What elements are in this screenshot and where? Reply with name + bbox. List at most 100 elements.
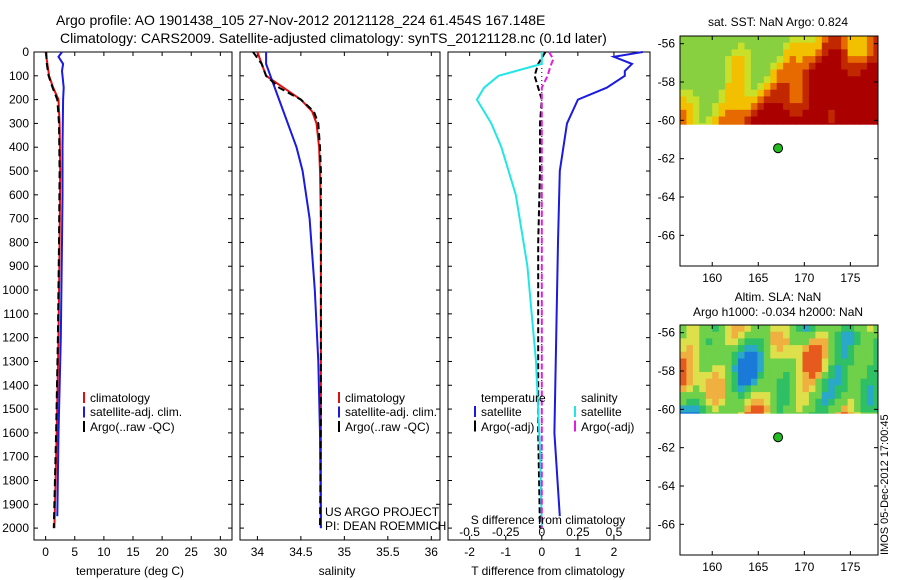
heatmap-cell — [725, 123, 732, 125]
heatmap-cell — [776, 412, 784, 414]
heatmap-cell — [731, 49, 739, 57]
heatmap-cell — [738, 49, 745, 57]
heatmap-cell — [699, 49, 707, 57]
heatmap-cell — [744, 351, 752, 359]
heatmap-cell — [718, 325, 726, 333]
heatmap-cell — [776, 331, 784, 339]
heatmap-cell — [763, 338, 771, 346]
heatmap-cell — [828, 331, 836, 339]
heatmap-cell — [692, 42, 700, 50]
heatmap-cell — [757, 378, 765, 386]
heatmap-cell — [873, 123, 879, 125]
heatmap-cell — [834, 62, 842, 70]
heatmap-cell — [834, 56, 842, 64]
heatmap-cell — [854, 116, 861, 124]
heatmap-cell — [796, 36, 803, 44]
heatmap-cell — [796, 378, 803, 386]
heatmap-cell — [680, 325, 687, 333]
heatmap-cell — [744, 123, 752, 125]
heatmap-cell — [821, 109, 829, 117]
heatmap-cell — [731, 123, 739, 125]
heatmap-cell — [841, 42, 849, 50]
diff-s-xlabel: S difference from climatology — [471, 513, 626, 527]
heatmap-cell — [821, 405, 829, 413]
heatmap-cell — [841, 103, 849, 111]
heatmap-cell — [854, 331, 861, 339]
heatmap-cell — [738, 358, 745, 366]
heatmap-cell — [854, 76, 861, 84]
heatmap-cell — [808, 331, 816, 339]
heatmap-cell — [828, 96, 836, 104]
heatmap-cell — [860, 378, 868, 386]
heatmap-cell — [815, 351, 823, 359]
heatmap-cell — [731, 331, 739, 339]
heatmap-cell — [796, 365, 803, 373]
heatmap-cell — [718, 345, 726, 353]
heatmap-cell — [866, 103, 874, 111]
heatmap-cell — [725, 69, 732, 77]
heatmap-cell — [699, 372, 707, 380]
heatmap-cell — [757, 83, 765, 91]
heatmap-cell — [744, 62, 752, 70]
heatmap-cell — [750, 116, 758, 124]
heatmap-cell — [731, 109, 739, 117]
heatmap-cell — [802, 42, 810, 50]
heatmap-cell — [802, 378, 810, 386]
heatmap-cell — [815, 83, 823, 91]
heatmap-cell — [808, 351, 816, 359]
heatmap-cell — [866, 109, 874, 117]
heatmap-cell — [873, 49, 879, 57]
heatmap-cell — [757, 49, 765, 57]
heatmap-cell — [744, 42, 752, 50]
heatmap-cell — [692, 392, 700, 400]
heatmap-cell — [834, 103, 842, 111]
heatmap-cell — [834, 405, 842, 413]
heatmap-cell — [789, 109, 797, 117]
heatmap-cell — [828, 109, 836, 117]
heatmap-cell — [796, 405, 803, 413]
heatmap-cell — [731, 412, 739, 414]
heatmap-cell — [757, 123, 765, 125]
heatmap-cell — [796, 89, 803, 97]
heatmap-cell — [834, 412, 842, 414]
heatmap-cell — [699, 62, 707, 70]
heatmap-cell — [821, 385, 829, 393]
heatmap-cell — [757, 69, 765, 77]
heatmap-cell — [738, 42, 745, 50]
heatmap-cell — [718, 412, 726, 414]
heatmap-cell — [731, 89, 739, 97]
heatmap-cell — [821, 49, 829, 57]
diff-legend-s-argo: Argo(-adj) — [581, 420, 634, 434]
heatmap-cell — [770, 372, 778, 380]
heatmap-cell — [821, 398, 829, 406]
heatmap-cell — [783, 56, 790, 64]
heatmap-cell — [873, 62, 879, 70]
heatmap-cell — [712, 49, 720, 57]
heatmap-cell — [828, 365, 836, 373]
series-line — [265, 52, 322, 529]
heatmap-cell — [834, 109, 842, 117]
heatmap-cell — [705, 398, 713, 406]
heatmap-cell — [854, 69, 861, 77]
y-tick-label: 600 — [9, 188, 29, 202]
temp-legend-clim: climatology — [90, 391, 150, 405]
heatmap-cell — [834, 331, 842, 339]
heatmap-cell — [873, 325, 879, 333]
heatmap-cell — [725, 358, 732, 366]
heatmap-cell — [808, 83, 816, 91]
y-tick-label: 1400 — [2, 378, 29, 392]
y-tick-label: -62 — [658, 152, 676, 166]
heatmap-cell — [692, 56, 700, 64]
heatmap-cell — [847, 385, 855, 393]
heatmap-cell — [699, 76, 707, 84]
x-tick-label: 36 — [425, 545, 439, 559]
heatmap-cell — [770, 123, 778, 125]
heatmap-cell — [757, 345, 765, 353]
heatmap-cell — [821, 358, 829, 366]
heatmap-cell — [699, 325, 707, 333]
heatmap-cell — [796, 42, 803, 50]
heatmap-cell — [808, 109, 816, 117]
heatmap-cell — [873, 83, 879, 91]
heatmap-cell — [705, 123, 713, 125]
heatmap-cell — [873, 36, 879, 44]
